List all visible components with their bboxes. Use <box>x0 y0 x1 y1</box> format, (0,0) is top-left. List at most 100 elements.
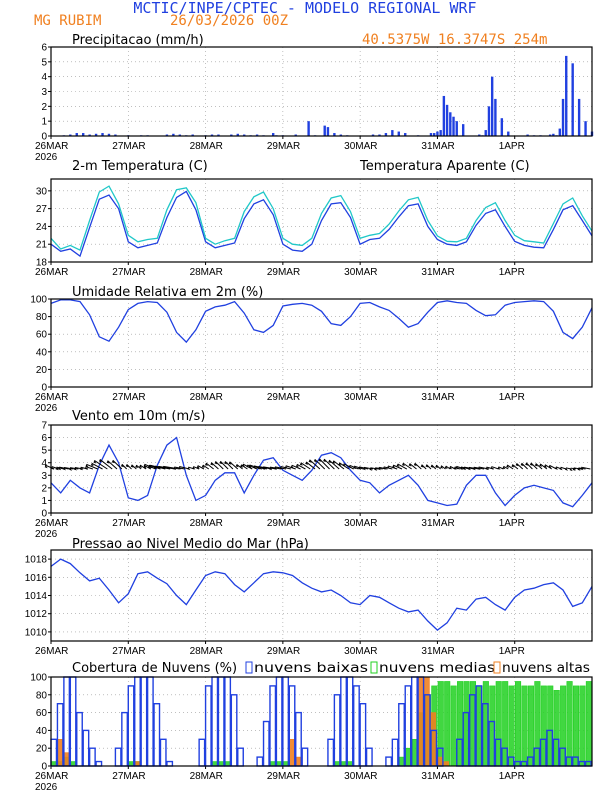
precip-bar <box>439 130 442 136</box>
wind-arrow-head <box>262 466 266 470</box>
wind-arrow <box>581 466 591 470</box>
wind-arrow-head <box>178 466 182 470</box>
precip-bar <box>455 121 458 136</box>
wind-arrow-head <box>246 464 250 468</box>
precip-bar <box>442 95 446 136</box>
x-tick-label: 31MAR <box>421 771 454 782</box>
y-tick-label: 20 <box>36 365 48 376</box>
wind-arrow <box>258 466 272 470</box>
x-tick-label: 26MAR <box>35 267 68 278</box>
wind-arrow-head <box>529 462 533 466</box>
cloud-bar-nuvens-baixas <box>95 760 103 767</box>
legend-swatch <box>370 661 378 674</box>
wind-arrow <box>202 464 210 470</box>
cloud-bar-nuvens-baixas <box>211 676 219 767</box>
wind-arrow <box>285 465 296 470</box>
cloud-bar-nuvens-medias <box>444 681 451 767</box>
wind-arrow-head <box>219 461 223 465</box>
wind-arrow-head <box>511 464 515 468</box>
location-label: MG RUBIM <box>34 13 101 29</box>
wind-arrow-head <box>318 458 322 462</box>
y-tick-label: 0 <box>41 509 47 520</box>
y-tick-label: 2 <box>41 483 47 494</box>
y-tick-label: 1 <box>41 117 47 128</box>
legend-swatch <box>493 661 501 674</box>
y-tick-label: 0 <box>41 132 47 143</box>
wind-arrow <box>565 467 572 470</box>
wind-arrow-head <box>382 466 386 470</box>
x-tick-label: 29MAR <box>267 392 300 403</box>
wind-arrow-head <box>269 467 273 471</box>
wind-arrow <box>296 463 306 470</box>
precip-bar <box>94 133 98 136</box>
wind-arrow-head <box>362 467 366 471</box>
x-tick-label: 30MAR <box>344 646 377 657</box>
wind-arrow-head <box>253 465 257 469</box>
wind-arrow <box>387 465 398 470</box>
wind-arrow <box>154 465 171 470</box>
wind-arrow <box>431 464 437 470</box>
wind-arrow-head <box>279 466 283 470</box>
cloud-bar-nuvens-baixas <box>204 685 212 767</box>
series-line-primary <box>50 299 593 344</box>
wind-arrow <box>112 459 123 470</box>
x-tick-label: 31MAR <box>421 267 454 278</box>
x-tick-label: 29MAR <box>267 646 300 657</box>
wind-arrow <box>74 466 84 470</box>
y-tick-label: 40 <box>36 726 48 737</box>
x-year-label: 2026 <box>35 782 58 792</box>
wind-arrow <box>435 464 441 470</box>
wind-arrow-head <box>463 467 467 471</box>
cloud-bar-nuvens-baixas <box>391 738 399 767</box>
chart-main-title: MCTIC/INPE/CPTEC - MODELO REGIONAL WRF <box>133 0 476 17</box>
wind-arrow-head <box>392 465 396 469</box>
wind-arrow <box>570 467 576 470</box>
wind-arrow <box>354 465 364 470</box>
x-tick-label: 26MAR <box>35 141 68 152</box>
wind-arrow <box>253 465 267 470</box>
y-tick-label: 0 <box>41 383 47 394</box>
x-tick-label: 31MAR <box>421 392 454 403</box>
wind-arrow-head <box>228 461 232 465</box>
cloud-bar-nuvens-baixas <box>262 720 270 767</box>
wind-arrow-head <box>85 464 89 468</box>
wind-arrow <box>56 466 65 470</box>
wind-arrow <box>210 462 219 470</box>
wind-arrow <box>135 464 142 470</box>
wind-arrow <box>560 466 567 470</box>
wind-arrow-head <box>313 459 317 463</box>
wind-arrow-head <box>548 465 552 469</box>
precip-bar <box>114 134 117 136</box>
cloud-bar-nuvens-baixas <box>146 676 154 767</box>
wind-arrow <box>460 466 470 470</box>
precip-bar <box>429 133 433 136</box>
wind-arrow-head <box>477 467 481 470</box>
precip-bar <box>69 134 72 136</box>
wind-arrow-head <box>565 467 568 471</box>
wind-arrow <box>506 464 514 470</box>
legend-label-nuvens-baixas: nuvens baixas <box>254 661 368 676</box>
precip-bar <box>371 134 375 136</box>
cloud-bar-nuvens-baixas <box>121 711 129 767</box>
y-tick-label: 6 <box>41 433 47 444</box>
y-tick-label: 60 <box>36 330 48 341</box>
wind-arrow <box>91 462 103 470</box>
cloud-bar-nuvens-altas <box>442 761 450 767</box>
cloud-bar-nuvens-baixas <box>237 747 244 767</box>
precip-bar <box>378 134 381 136</box>
plot-frame <box>50 676 593 767</box>
wind-arrow-head <box>125 464 129 468</box>
model-run-label: 26/03/2026 00Z <box>170 13 288 29</box>
cloud-bar-nuvens-baixas <box>340 676 347 767</box>
precip-bar <box>323 125 326 136</box>
wind-arrow-head <box>555 466 558 470</box>
cloud-bar-nuvens-baixas <box>69 676 77 767</box>
x-tick-label: 1APR <box>499 392 525 403</box>
precip-bar <box>243 134 246 136</box>
wind-panel: 0 1 23 45 67 26MAR 27MAR 28MAR 29MAR 30MAR 31MAR 1A… <box>35 409 593 540</box>
x-year-label: 2026 <box>35 529 58 540</box>
wind-arrow <box>291 464 301 470</box>
x-tick-label: 29MAR <box>267 267 300 278</box>
y-tick-label: 1018 <box>25 555 48 566</box>
wind-arrow <box>516 462 524 470</box>
